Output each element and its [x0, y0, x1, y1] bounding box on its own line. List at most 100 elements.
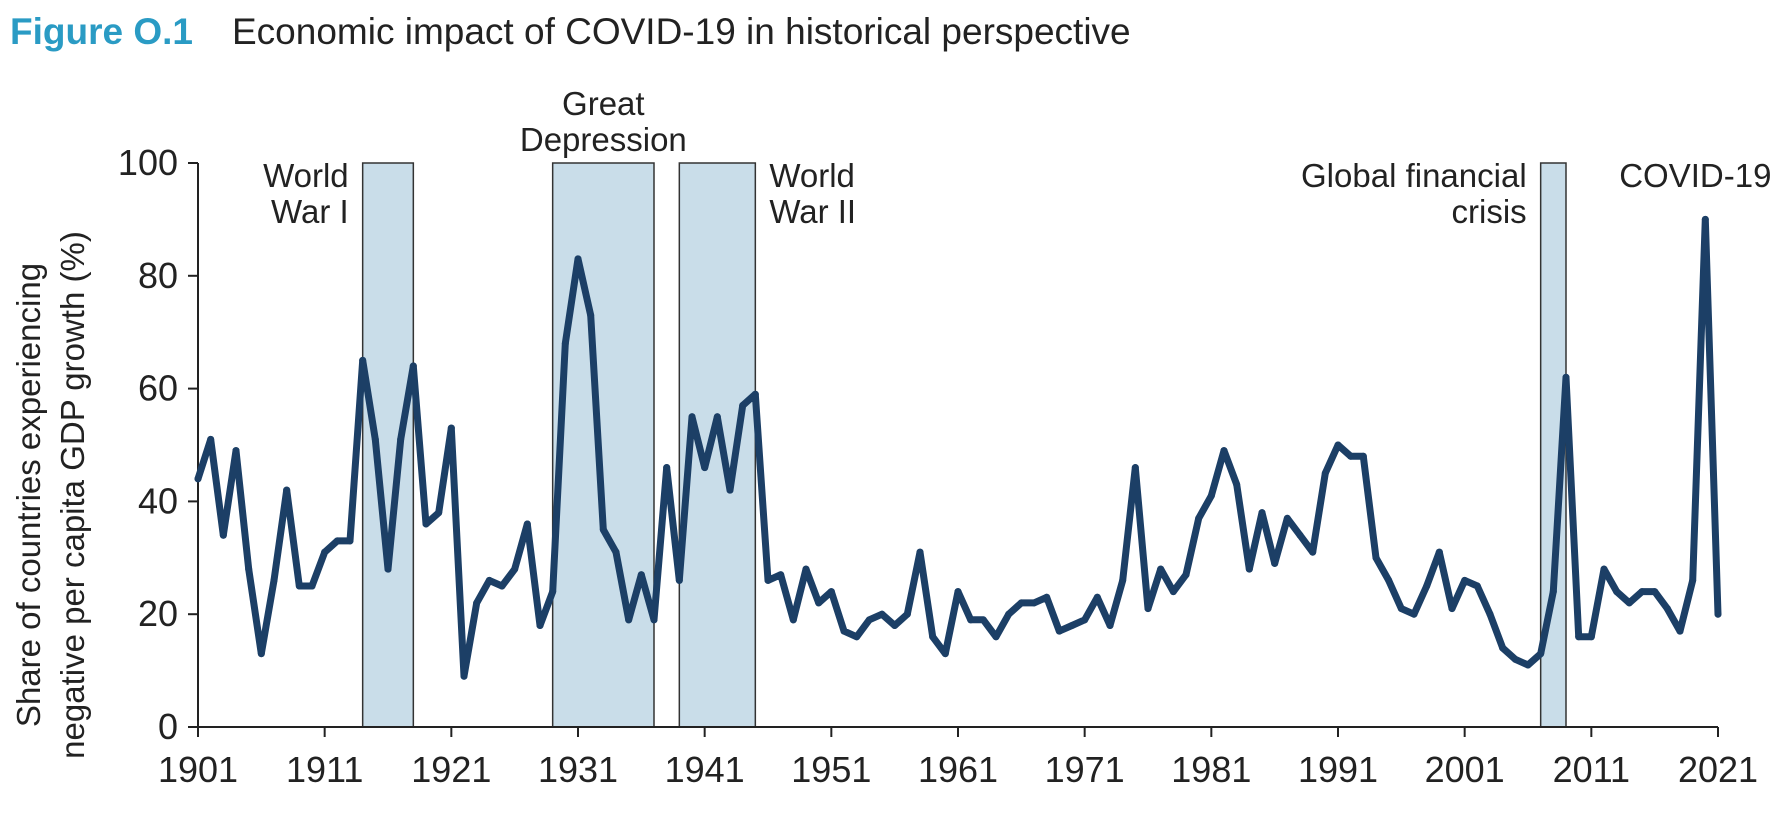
data-point: [1195, 514, 1203, 522]
data-points: [194, 215, 1722, 680]
period-label-world-war-1: War I: [271, 193, 349, 230]
data-point: [1423, 582, 1431, 590]
y-axis-label-line: negative per capita GDP growth (%): [54, 231, 91, 759]
x-tick-label: 2021: [1678, 749, 1758, 790]
period-label-global-financial-crisis: Global financial: [1301, 157, 1527, 194]
data-point: [865, 616, 873, 624]
data-point: [979, 616, 987, 624]
data-point: [194, 475, 202, 483]
data-point: [536, 621, 544, 629]
data-point: [1689, 576, 1697, 584]
data-point: [1169, 588, 1177, 596]
figure-title: Economic impact of COVID-19 in historica…: [232, 11, 1131, 52]
data-point: [371, 435, 379, 443]
data-point: [1309, 548, 1317, 556]
data-point: [346, 537, 354, 545]
data-point: [1106, 621, 1114, 629]
data-point: [295, 582, 303, 590]
data-point: [1575, 633, 1583, 641]
data-point: [1410, 610, 1418, 618]
x-tick-label: 2001: [1425, 749, 1505, 790]
data-point: [967, 616, 975, 624]
series-line: [194, 215, 1722, 680]
data-point: [1397, 605, 1405, 613]
data-point: [1486, 610, 1494, 618]
y-axis-label: Share of countries experiencing negative …: [10, 231, 91, 759]
data-point: [435, 509, 443, 517]
data-point: [1600, 565, 1608, 573]
shade-world-war-1: [361, 162, 415, 728]
data-point: [929, 633, 937, 641]
data-point: [1499, 644, 1507, 652]
data-point: [764, 576, 772, 584]
data-point: [1537, 650, 1545, 658]
data-point: [1651, 588, 1659, 596]
data-point: [523, 520, 531, 528]
data-point: [498, 582, 506, 590]
data-point: [701, 464, 709, 472]
data-point: [1435, 548, 1443, 556]
shaded-periods: [361, 162, 1567, 728]
data-point: [1701, 215, 1709, 223]
data-point: [726, 486, 734, 494]
x-tick-label: 2011: [1553, 749, 1630, 790]
data-point: [308, 582, 316, 590]
data-point: [827, 588, 835, 596]
data-point: [1220, 447, 1228, 455]
data-point: [1511, 655, 1519, 663]
data-point: [1524, 661, 1532, 669]
period-label-great-depression: Great: [562, 85, 645, 122]
data-point: [1043, 593, 1051, 601]
y-tick-label: 60: [138, 368, 178, 409]
data-point: [1017, 599, 1025, 607]
x-tick-label: 1941: [665, 749, 745, 790]
data-point: [739, 402, 747, 410]
data-point: [447, 424, 455, 432]
data-point: [1245, 565, 1253, 573]
data-point: [1296, 531, 1304, 539]
data-point: [1549, 588, 1557, 596]
data-point: [675, 576, 683, 584]
data-point: [1334, 441, 1342, 449]
data-point: [815, 599, 823, 607]
data-point: [612, 548, 620, 556]
data-point: [650, 616, 658, 624]
data-point: [1081, 616, 1089, 624]
data-point: [321, 548, 329, 556]
data-point: [1676, 627, 1684, 635]
data-point: [1587, 633, 1595, 641]
data-point: [1359, 452, 1367, 460]
data-point: [511, 565, 519, 573]
data-point: [1461, 576, 1469, 584]
data-point: [1638, 588, 1646, 596]
data-point: [637, 571, 645, 579]
data-point: [840, 627, 848, 635]
data-point: [232, 447, 240, 455]
data-point: [1663, 605, 1671, 613]
data-point: [574, 255, 582, 263]
data-point: [460, 672, 468, 680]
data-point: [283, 486, 291, 494]
data-point: [992, 633, 1000, 641]
data-point: [891, 621, 899, 629]
data-point: [409, 362, 417, 370]
period-label-world-war-2: World: [769, 157, 855, 194]
data-point: [561, 339, 569, 347]
data-point: [1714, 610, 1722, 618]
figure-label: Figure O.1: [10, 11, 193, 52]
data-point: [1625, 599, 1633, 607]
data-point: [1271, 559, 1279, 567]
data-point: [359, 356, 367, 364]
data-point: [485, 576, 493, 584]
data-point: [397, 435, 405, 443]
y-tick-label: 40: [138, 480, 178, 521]
x-tick-label: 1921: [411, 749, 491, 790]
data-point: [473, 599, 481, 607]
data-point: [1562, 373, 1570, 381]
data-point: [1093, 593, 1101, 601]
x-tick-label: 1961: [918, 749, 998, 790]
x-tick-label: 1991: [1298, 749, 1378, 790]
data-point: [1068, 621, 1076, 629]
data-point: [1030, 599, 1038, 607]
